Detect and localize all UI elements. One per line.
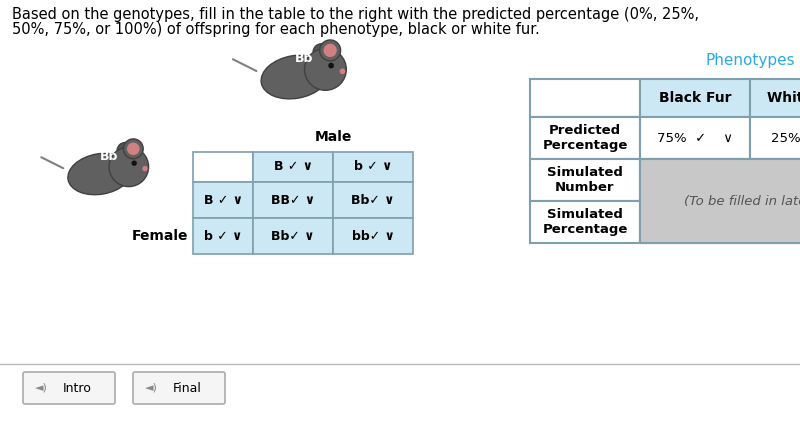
Bar xyxy=(640,117,750,159)
Text: B ✓ ∨: B ✓ ∨ xyxy=(203,194,242,206)
Bar xyxy=(750,201,800,243)
Circle shape xyxy=(340,68,346,74)
FancyBboxPatch shape xyxy=(23,372,115,404)
Text: Intro: Intro xyxy=(62,381,91,395)
Text: Male: Male xyxy=(314,130,352,144)
Circle shape xyxy=(109,147,149,187)
Circle shape xyxy=(117,143,134,159)
Ellipse shape xyxy=(68,153,132,195)
Bar xyxy=(530,159,640,201)
Bar xyxy=(333,182,413,218)
Circle shape xyxy=(323,44,337,57)
Bar xyxy=(193,218,253,254)
Text: Bb: Bb xyxy=(100,149,118,162)
Bar xyxy=(530,117,640,159)
Bar xyxy=(530,79,640,117)
Bar xyxy=(253,152,333,182)
Bar xyxy=(640,159,750,201)
Text: b ✓ ∨: b ✓ ∨ xyxy=(204,230,242,243)
Bar xyxy=(530,201,640,243)
Text: Predicted
Percentage: Predicted Percentage xyxy=(542,124,628,152)
Text: B ✓ ∨: B ✓ ∨ xyxy=(274,160,313,173)
Text: White Fur: White Fur xyxy=(767,91,800,105)
Text: b ✓ ∨: b ✓ ∨ xyxy=(354,160,392,173)
Bar xyxy=(253,182,333,218)
Text: Bb✓ ∨: Bb✓ ∨ xyxy=(351,194,394,206)
Text: 25% ✓   ∨: 25% ✓ ∨ xyxy=(771,132,800,144)
Text: Female: Female xyxy=(131,229,188,243)
Bar xyxy=(750,159,800,201)
FancyBboxPatch shape xyxy=(133,372,225,404)
Circle shape xyxy=(127,143,140,155)
Text: Bb✓ ∨: Bb✓ ∨ xyxy=(271,230,314,243)
Circle shape xyxy=(320,40,341,61)
Text: Final: Final xyxy=(173,381,202,395)
Bar xyxy=(333,152,413,182)
Text: BB✓ ∨: BB✓ ∨ xyxy=(271,194,315,206)
Bar xyxy=(253,218,333,254)
Text: Bb: Bb xyxy=(295,51,314,65)
Text: Simulated
Percentage: Simulated Percentage xyxy=(542,208,628,236)
Circle shape xyxy=(328,63,334,68)
Ellipse shape xyxy=(261,55,329,99)
Circle shape xyxy=(142,166,148,171)
Text: Simulated
Number: Simulated Number xyxy=(547,166,623,194)
Bar xyxy=(193,152,253,182)
Text: Phenotypes: Phenotypes xyxy=(705,54,795,68)
Bar xyxy=(640,79,750,117)
Text: bb✓ ∨: bb✓ ∨ xyxy=(352,230,394,243)
Text: ◄): ◄) xyxy=(34,383,47,393)
Circle shape xyxy=(313,44,330,61)
Bar xyxy=(750,79,800,117)
Circle shape xyxy=(123,139,143,159)
Text: (To be filled in later): (To be filled in later) xyxy=(683,195,800,208)
Text: Based on the genotypes, fill in the table to the right with the predicted percen: Based on the genotypes, fill in the tabl… xyxy=(12,7,699,22)
Bar xyxy=(640,159,800,243)
Text: Black Fur: Black Fur xyxy=(658,91,731,105)
Circle shape xyxy=(305,49,346,90)
Text: 75%  ✓    ∨: 75% ✓ ∨ xyxy=(657,132,733,144)
Text: 50%, 75%, or 100%) of offspring for each phenotype, black or white fur.: 50%, 75%, or 100%) of offspring for each… xyxy=(12,22,540,37)
Bar xyxy=(750,117,800,159)
Text: ◄): ◄) xyxy=(145,383,158,393)
Circle shape xyxy=(131,160,137,166)
Bar xyxy=(640,201,750,243)
Bar xyxy=(333,218,413,254)
Bar xyxy=(193,182,253,218)
